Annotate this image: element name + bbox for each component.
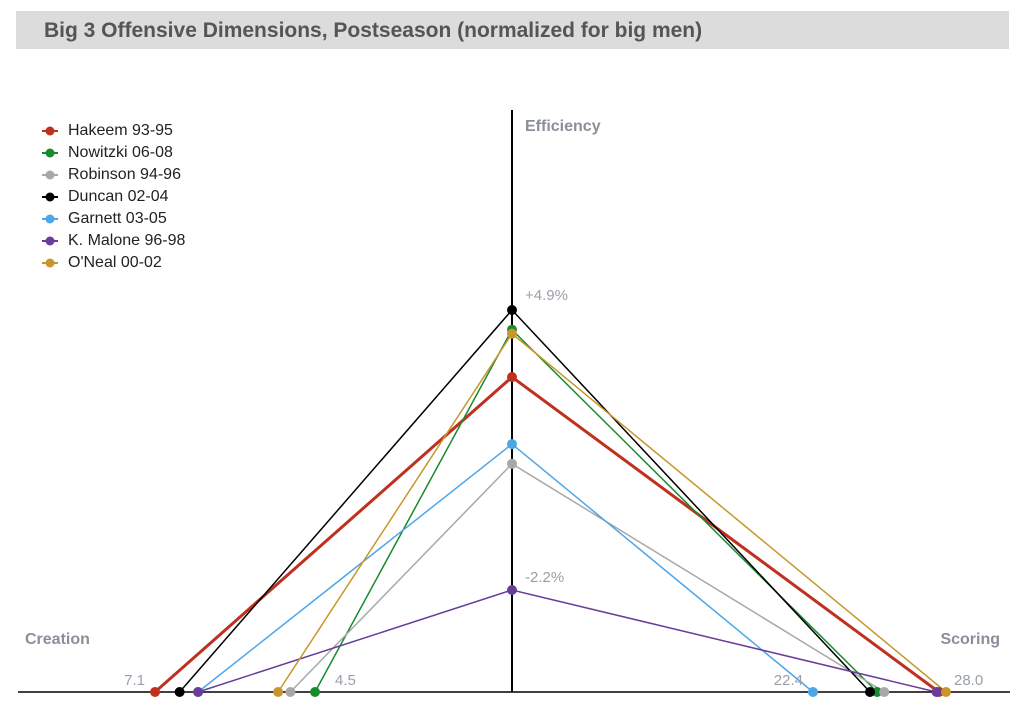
series-line-3 [179,308,871,693]
legend-label: Hakeem 93-95 [68,122,173,139]
creation-point-5 [193,687,204,697]
chart-title: Big 3 Offensive Dimensions, Postseason (… [44,19,703,42]
scoring-point-1 [872,687,883,697]
legend-marker [42,170,58,180]
tick-label-creation-max: 7.1 [124,672,145,689]
legend-label: Robinson 94-96 [68,166,181,183]
efficiency-point-5 [507,585,517,595]
efficiency-point-0 [507,372,517,383]
legend-marker [42,258,58,268]
legend-label: O'Neal 00-02 [68,254,162,271]
tick-label-efficiency-min: -2.2% [525,569,564,586]
efficiency-axis-label: Efficiency [525,118,601,135]
creation-point-6 [273,687,284,697]
creation-axis-label: Creation [25,631,90,648]
scoring-point-4 [808,687,818,697]
scoring-point-3 [865,687,875,697]
creation-point-1 [310,687,320,697]
legend-label: Garnett 03-05 [68,210,167,227]
creation-point-3 [174,687,185,697]
legend-marker [42,126,58,136]
legend-marker [42,148,58,158]
tick-label-scoring-min: 22.4 [774,672,803,689]
scoring-point-6 [941,687,951,697]
series-line-6 [277,332,947,693]
tick-label-efficiency-max: +4.9% [525,287,568,304]
legend-label: Nowitzki 06-08 [68,144,173,161]
scoring-point-5 [931,687,942,697]
series-line-0 [154,375,940,694]
efficiency-point-4 [507,439,517,450]
efficiency-point-2 [507,458,517,469]
legend-marker [42,236,58,246]
legend-label: Duncan 02-04 [68,188,169,205]
legend-label: K. Malone 96-98 [68,232,186,249]
tick-label-scoring-max: 28.0 [954,672,983,689]
title-bar: Big 3 Offensive Dimensions, Postseason (… [16,11,1009,49]
legend-marker [42,192,58,202]
legend-marker [42,214,58,224]
efficiency-point-6 [507,328,517,339]
efficiency-point-3 [507,305,517,315]
series-line-1 [314,328,878,693]
series-line-4 [197,443,814,693]
creation-point-0 [150,687,160,697]
creation-point-2 [285,687,296,697]
scoring-point-2 [879,687,890,697]
scoring-axis-label: Scoring [940,631,1000,648]
tick-label-creation-min: 4.5 [335,672,356,689]
